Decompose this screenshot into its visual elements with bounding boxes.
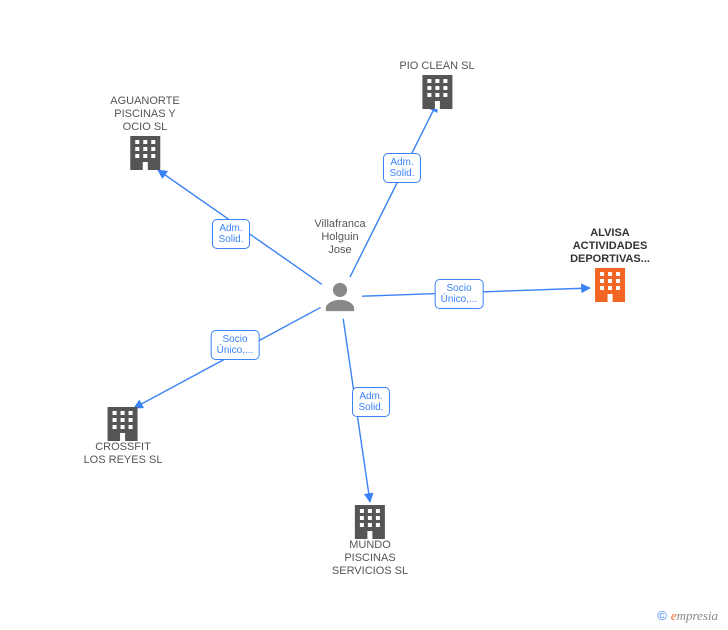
network-diagram: Villafranca Holguin Jose PIO CLEAN SL AGU…	[0, 0, 728, 630]
company-label: ALVISA ACTIVIDADES DEPORTIVAS...	[570, 227, 650, 266]
company-label: CROSSFIT LOS REYES SL	[84, 441, 163, 467]
building-icon	[355, 505, 385, 539]
building-icon	[108, 407, 138, 441]
center-label: Villafranca Holguin Jose	[314, 218, 365, 257]
edge-label-pio: Adm. Solid.	[383, 153, 421, 183]
company-node-crossfit[interactable]: CROSSFIT LOS REYES SL	[84, 405, 163, 467]
building-icon	[422, 75, 452, 109]
company-label: PIO CLEAN SL	[399, 60, 474, 73]
copyright-symbol: ©	[657, 608, 667, 623]
company-node-mundo[interactable]: MUNDO PISCINAS SERVICIOS SL	[332, 503, 408, 578]
edge-label-crossfit: Socio Único,...	[211, 330, 260, 360]
edge-label-alvisa: Socio Único,...	[435, 279, 484, 309]
building-icon	[130, 136, 160, 170]
company-label: AGUANORTE PISCINAS Y OCIO SL	[110, 95, 179, 134]
company-node-pio[interactable]: PIO CLEAN SL	[399, 60, 474, 109]
watermark: ©empresia	[657, 608, 718, 624]
edge-label-mundo: Adm. Solid.	[352, 387, 390, 417]
company-node-aguanorte[interactable]: AGUANORTE PISCINAS Y OCIO SL	[110, 95, 179, 170]
edge-label-aguanorte: Adm. Solid.	[212, 219, 250, 249]
building-icon	[595, 268, 625, 302]
company-label: MUNDO PISCINAS SERVICIOS SL	[332, 539, 408, 578]
brand-rest: mpresia	[677, 608, 718, 623]
center-node: Villafranca Holguin Jose	[314, 218, 365, 257]
company-node-alvisa[interactable]: ALVISA ACTIVIDADES DEPORTIVAS...	[570, 227, 650, 302]
